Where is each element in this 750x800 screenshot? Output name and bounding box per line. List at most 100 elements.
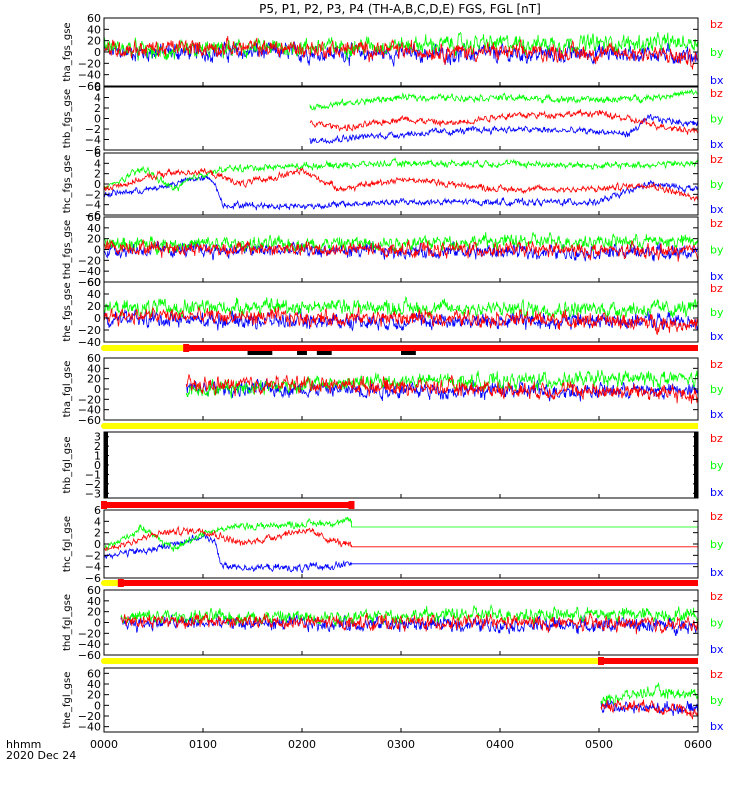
- legend-by: by: [710, 244, 724, 257]
- y-tick-label: 20: [87, 35, 101, 48]
- x-tick-label: 0500: [585, 738, 613, 751]
- series-by-the_fgl_gse: [600, 681, 699, 706]
- y-axis-label: thb_fgl_gse: [62, 437, 73, 494]
- mode-bar-blip: [247, 351, 273, 355]
- y-tick-label: 0: [94, 46, 101, 59]
- y-tick-label: −40: [78, 69, 101, 82]
- y-tick-label: 20: [87, 233, 101, 246]
- mode-bar-red-cap: [101, 501, 107, 509]
- series-bz-tha_fgs_gse: [103, 36, 699, 70]
- y-tick-label: −2: [85, 478, 101, 491]
- y-tick-label: −20: [78, 254, 101, 267]
- y-tick-label: 20: [87, 300, 101, 313]
- y-tick-label: 60: [87, 667, 101, 680]
- x-tick-label: 0600: [684, 738, 712, 751]
- y-tick-label: −40: [78, 721, 101, 734]
- mode-bar-yellow-cap: [101, 580, 107, 586]
- y-tick-label: 40: [87, 362, 101, 375]
- legend-bz: bz: [710, 432, 723, 445]
- legend-bz: bz: [710, 18, 723, 31]
- y-axis-label: the_fgs_gse: [62, 282, 73, 341]
- panel-frame: [103, 667, 699, 733]
- mode-bar-red: [104, 502, 352, 508]
- mode-bar-blip: [401, 351, 416, 355]
- y-tick-label: 3: [94, 431, 101, 444]
- mode-bar-red-endcap: [348, 501, 355, 509]
- series-bx-thc_fgs_gse: [103, 174, 699, 211]
- y-tick-label: −4: [85, 561, 101, 574]
- x-tick-label: 0100: [189, 738, 217, 751]
- y-axis-label: the_fgl_gse: [62, 672, 73, 729]
- series-by-thc_fgs_gse: [103, 157, 699, 192]
- legend-bx: bx: [710, 643, 724, 656]
- y-axis-label: tha_fgs_gse: [62, 22, 73, 81]
- y-tick-label: 0: [94, 617, 101, 630]
- series-bz-thc_fgs_gse: [103, 167, 699, 202]
- chart-title: P5, P1, P2, P3, P4 (TH-A,B,C,D,E) FGS, F…: [259, 2, 541, 16]
- y-tick-label: −4: [85, 199, 101, 212]
- legend-bz: bz: [710, 217, 723, 230]
- y-tick-label: −60: [78, 80, 101, 93]
- legend-bx: bx: [710, 486, 724, 499]
- x-tick-label: 0200: [288, 738, 316, 751]
- y-tick-label: 1: [94, 450, 101, 463]
- legend-bz: bz: [710, 282, 723, 295]
- x-axis-date: 2020 Dec 24: [6, 749, 76, 762]
- y-axis-label: tha_fgl_gse: [62, 361, 73, 418]
- y-tick-label: 0: [94, 113, 101, 126]
- series-by-thd_fgl_gse: [120, 603, 699, 627]
- mode-bar-yellow-cap: [101, 423, 107, 429]
- mode-bar-blip: [297, 351, 307, 355]
- panel-frame: [103, 431, 699, 499]
- y-tick-label: −40: [78, 265, 101, 278]
- y-tick-label: 0: [94, 459, 101, 472]
- y-tick-label: 60: [87, 352, 101, 365]
- mode-bar-red: [600, 658, 698, 664]
- series-bx-thc_fgl_gse: [103, 533, 698, 574]
- legend-by: by: [710, 383, 724, 396]
- series-by-thc_fgl_gse: [103, 516, 698, 552]
- y-tick-label: −20: [78, 627, 101, 640]
- y-tick-label: 6: [94, 81, 101, 94]
- y-tick-label: 60: [87, 276, 101, 289]
- mode-bar-red-cap: [597, 657, 604, 665]
- y-tick-label: −40: [78, 638, 101, 651]
- y-tick-label: 0: [94, 699, 101, 712]
- y-tick-label: 40: [87, 23, 101, 36]
- series-bz-the_fgl_gse: [600, 699, 699, 720]
- mode-bars: [101, 344, 699, 665]
- x-tick-label: 0400: [486, 738, 514, 751]
- mode-bar-after-p7: [101, 501, 355, 509]
- mode-bar-red: [186, 345, 699, 351]
- y-tick-label: 40: [87, 222, 101, 235]
- y-tick-label: 2: [94, 440, 101, 453]
- series-bz-thd_fgs_gse: [103, 239, 699, 262]
- y-tick-label: −40: [78, 404, 101, 417]
- legend-by: by: [710, 617, 724, 630]
- series-bz-tha_fgl_gse: [185, 373, 699, 404]
- y-tick-label: −3: [85, 487, 101, 500]
- y-tick-label: −20: [78, 393, 101, 406]
- panel-frame: [103, 152, 699, 216]
- legend-bx: bx: [710, 138, 724, 151]
- y-tick-label: −2: [85, 549, 101, 562]
- mode-bar-red: [120, 580, 698, 586]
- y-tick-label: −60: [78, 276, 101, 289]
- y-axis-label: thd_fgl_gse: [62, 594, 73, 651]
- series-bx-tha_fgl_gse: [185, 378, 699, 402]
- legend-bx: bx: [710, 74, 724, 87]
- legend-by: by: [710, 113, 724, 126]
- mode-bar-after-p5: [101, 344, 699, 355]
- legend-bx: bx: [710, 203, 724, 216]
- legend-bz: bz: [710, 510, 723, 523]
- series-bz-thd_fgl_gse: [120, 612, 699, 635]
- series-bz-thb_fgs_gse: [309, 109, 699, 135]
